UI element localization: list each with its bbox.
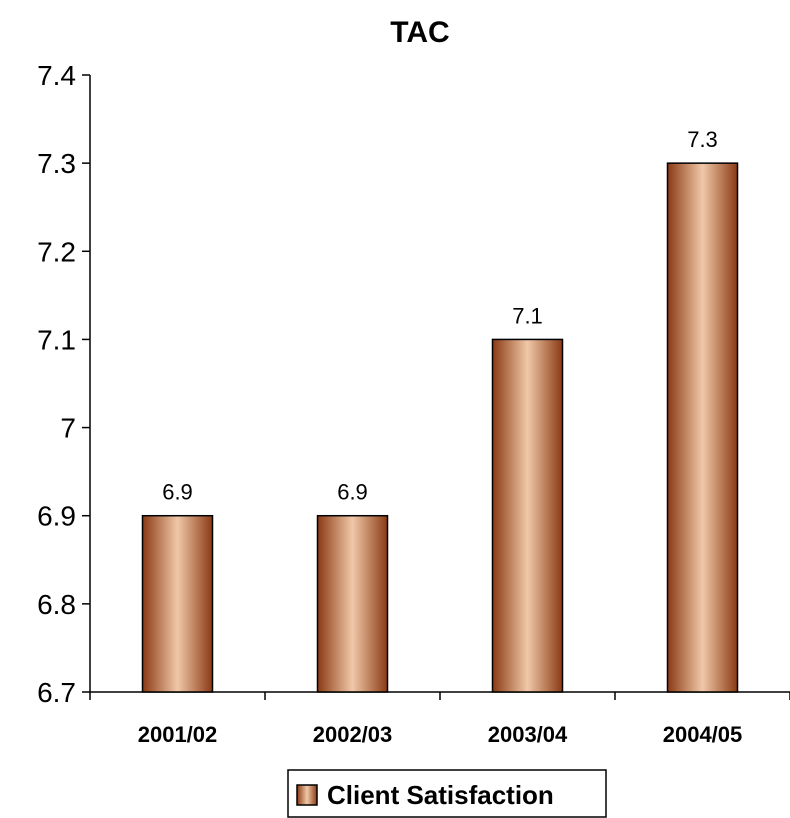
bar-2002/03 <box>316 514 389 693</box>
y-tick-label: 6.8 <box>37 589 76 620</box>
bar-2003/04 <box>491 338 564 693</box>
data-labels: 6.9 6.9 7.1 7.3 <box>162 127 718 505</box>
x-tick-label: 2002/03 <box>313 722 393 747</box>
data-label: 6.9 <box>337 480 368 505</box>
bars <box>141 162 739 693</box>
legend-label: Client Satisfaction <box>327 780 554 810</box>
x-tick-label: 2004/05 <box>663 722 743 747</box>
y-axis: 6.7 6.8 6.9 7 7.1 7.2 7.3 7.4 <box>37 60 91 708</box>
y-tick-label: 6.7 <box>37 677 76 708</box>
x-tick-label: 2001/02 <box>138 722 218 747</box>
x-tick-label: 2003/04 <box>488 722 568 747</box>
y-tick-label: 7.2 <box>37 236 76 267</box>
legend: Client Satisfaction <box>287 769 607 818</box>
y-tick-label: 7.3 <box>37 148 76 179</box>
x-axis: 2001/02 2002/03 2003/04 2004/05 <box>89 691 790 747</box>
bar-2004/05 <box>666 162 739 693</box>
y-tick-label: 7.4 <box>37 60 76 91</box>
data-label: 6.9 <box>162 480 193 505</box>
bar-2001/02 <box>141 514 214 693</box>
legend-box <box>287 769 607 818</box>
y-tick-label: 7.1 <box>37 324 76 355</box>
data-label: 7.1 <box>512 303 543 328</box>
data-label: 7.3 <box>687 127 718 152</box>
chart-title: TAC <box>390 16 449 49</box>
legend-swatch <box>296 784 318 806</box>
y-tick-label: 6.9 <box>37 501 76 532</box>
y-tick-label: 7 <box>60 413 76 444</box>
